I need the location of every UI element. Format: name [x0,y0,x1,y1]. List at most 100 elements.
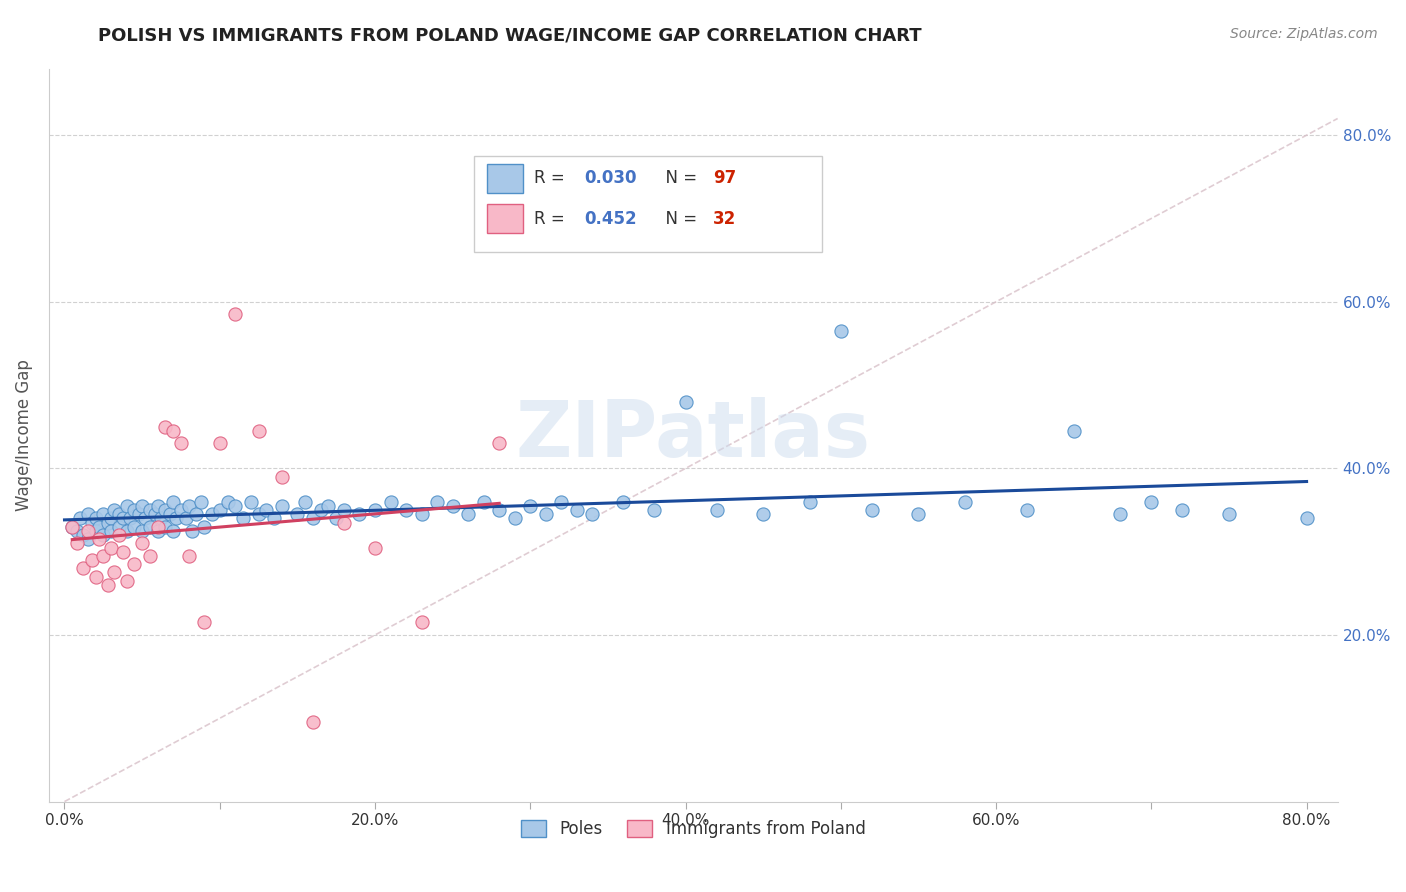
Point [224,307,246,321]
Point [112,544,135,558]
Point [84,569,107,583]
Point [612,494,634,508]
Point [131,536,153,550]
Point [143,507,166,521]
Point [149,511,172,525]
Point [128,507,150,521]
Point [302,511,325,525]
Point [108,507,131,521]
Point [519,499,541,513]
Point [333,503,356,517]
Point [675,394,697,409]
Point [534,507,557,521]
Text: 0.030: 0.030 [583,169,637,187]
Point [66,524,89,538]
Point [60,519,83,533]
Point [349,507,371,521]
Text: N =: N = [655,210,702,227]
Point [82,516,104,530]
Point [66,536,89,550]
Point [247,424,270,438]
Point [159,507,181,521]
Point [232,511,254,525]
Point [208,436,231,450]
Point [333,516,356,530]
Point [72,528,94,542]
Point [155,503,177,517]
Point [165,511,187,525]
Point [643,503,665,517]
Text: R =: R = [533,169,569,187]
Text: N =: N = [655,169,702,187]
Point [318,499,340,513]
Y-axis label: Wage/Income Gap: Wage/Income Gap [15,359,32,511]
Point [217,494,239,508]
Point [1218,507,1240,521]
Point [325,511,347,525]
Point [953,494,976,508]
Point [87,532,110,546]
Point [124,519,146,533]
Point [97,516,120,530]
Point [91,528,114,542]
Point [860,503,883,517]
Point [186,507,208,521]
Point [1140,494,1163,508]
Point [146,524,169,538]
Point [174,511,197,525]
Point [155,519,177,533]
Point [112,511,135,525]
Point [84,524,107,538]
Point [830,324,852,338]
Point [87,519,110,533]
Point [115,524,138,538]
Point [139,549,162,563]
Text: POLISH VS IMMIGRANTS FROM POLAND WAGE/INCOME GAP CORRELATION CHART: POLISH VS IMMIGRANTS FROM POLAND WAGE/IN… [98,27,922,45]
Point [177,499,200,513]
Point [799,494,821,508]
Point [1109,507,1132,521]
FancyBboxPatch shape [474,156,823,252]
Text: 97: 97 [713,169,735,187]
Point [131,499,153,513]
Point [287,507,309,521]
Point [224,499,246,513]
Point [190,494,212,508]
Point [270,469,292,483]
Point [294,494,316,508]
Point [134,511,156,525]
Point [254,503,277,517]
Point [103,503,125,517]
Point [115,499,138,513]
Point [426,494,449,508]
Point [170,503,193,517]
Point [170,436,193,450]
Point [124,557,146,571]
Point [503,511,526,525]
Point [193,615,215,630]
Point [472,494,495,508]
Point [441,499,464,513]
Point [91,549,114,563]
Point [146,519,169,533]
Point [457,507,479,521]
Point [201,507,224,521]
Point [1171,503,1194,517]
Point [82,553,104,567]
FancyBboxPatch shape [486,204,523,234]
Point [380,494,402,508]
Point [239,494,262,508]
Point [488,503,510,517]
Point [581,507,603,521]
Point [76,524,98,538]
Point [364,503,387,517]
Point [162,524,184,538]
Point [146,499,169,513]
Text: R =: R = [533,210,569,227]
Point [60,519,83,533]
Point [103,566,125,580]
Point [270,499,292,513]
Point [395,503,418,517]
Text: 32: 32 [713,210,735,227]
Point [162,494,184,508]
